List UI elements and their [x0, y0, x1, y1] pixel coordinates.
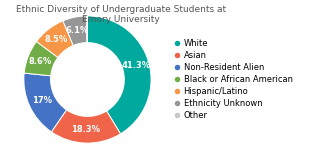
Wedge shape: [24, 73, 66, 132]
Wedge shape: [52, 110, 121, 143]
Wedge shape: [24, 41, 58, 76]
Legend: White, Asian, Non-Resident Alien, Black or African American, Hispanic/Latino, Et: White, Asian, Non-Resident Alien, Black …: [172, 38, 294, 121]
Text: Ethnic Diversity of Undergraduate Students at
Emory University: Ethnic Diversity of Undergraduate Studen…: [16, 5, 226, 24]
Text: 8.5%: 8.5%: [45, 35, 68, 44]
Wedge shape: [63, 16, 87, 45]
Wedge shape: [37, 21, 73, 57]
Wedge shape: [87, 16, 151, 134]
Text: 8.6%: 8.6%: [29, 57, 52, 66]
Text: 18.3%: 18.3%: [72, 125, 100, 134]
Text: 17%: 17%: [32, 96, 52, 105]
Wedge shape: [86, 16, 87, 43]
Text: 6.1%: 6.1%: [66, 26, 89, 35]
Text: 41.3%: 41.3%: [121, 61, 150, 70]
